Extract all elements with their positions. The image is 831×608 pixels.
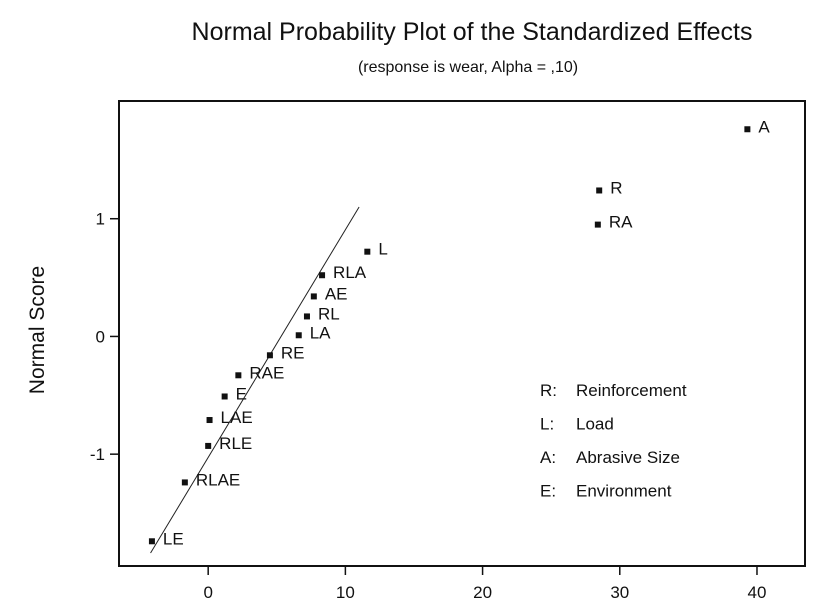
legend-entry: Reinforcement: [576, 381, 687, 400]
point-label: RL: [318, 304, 340, 323]
chart-subtitle: (response is wear, Alpha = ,10): [358, 59, 578, 76]
point-label: RLA: [333, 263, 367, 282]
legend-entry: Load: [576, 415, 614, 434]
x-axis: 0 10 20 30 40: [203, 566, 766, 602]
legend-key: A:: [540, 448, 556, 467]
point-label: LAE: [221, 408, 253, 427]
point-label: L: [378, 240, 387, 259]
chart-title: Normal Probability Plot of the Standardi…: [192, 18, 753, 46]
y-tick-label: 0: [96, 327, 105, 346]
point-label: E: [236, 384, 247, 403]
point-label: RAE: [249, 363, 284, 382]
data-point: [235, 372, 242, 379]
data-point: [266, 352, 273, 359]
legend-key: R:: [540, 381, 557, 400]
data-point: [744, 126, 751, 133]
data-point: [205, 442, 212, 449]
y-tick-label: 1: [96, 210, 105, 229]
plot-frame: [118, 100, 806, 567]
point-label: RA: [609, 213, 633, 232]
data-point: [596, 187, 603, 194]
x-tick-label: 20: [473, 583, 492, 602]
point-label: RLE: [219, 434, 252, 453]
x-tick-label: 30: [610, 583, 629, 602]
x-tick-label: 10: [336, 583, 355, 602]
point-label: RLAE: [196, 470, 240, 489]
data-point: [319, 272, 326, 279]
data-point: [303, 313, 310, 320]
data-point: [221, 393, 228, 400]
data-point: [364, 248, 371, 255]
point-label: RE: [281, 343, 305, 362]
legend-entry: Environment: [576, 482, 672, 501]
legend-key: L:: [540, 415, 554, 434]
data-point: [148, 538, 155, 545]
y-axis-label: Normal Score: [26, 266, 49, 394]
y-tick-label: -1: [90, 445, 105, 464]
data-point: [181, 479, 188, 486]
data-point: [295, 332, 302, 339]
point-label: A: [758, 117, 770, 136]
fit-line-group: [150, 206, 360, 554]
x-tick-label: 0: [203, 583, 212, 602]
legend-entry: Abrasive Size: [576, 448, 680, 467]
point-label: AE: [325, 284, 348, 303]
point-label: R: [610, 178, 622, 197]
y-axis: -1 0 1: [90, 210, 119, 464]
data-point: [594, 221, 601, 228]
legend: R: Reinforcement L: Load A: Abrasive Size E: En…: [540, 381, 687, 501]
data-point: [310, 293, 317, 300]
point-label: LA: [310, 323, 331, 342]
x-tick-label: 40: [748, 583, 767, 602]
data-point: [206, 417, 213, 424]
fit-line: [150, 206, 360, 554]
legend-key: E:: [540, 482, 556, 501]
point-label: LE: [163, 529, 184, 548]
